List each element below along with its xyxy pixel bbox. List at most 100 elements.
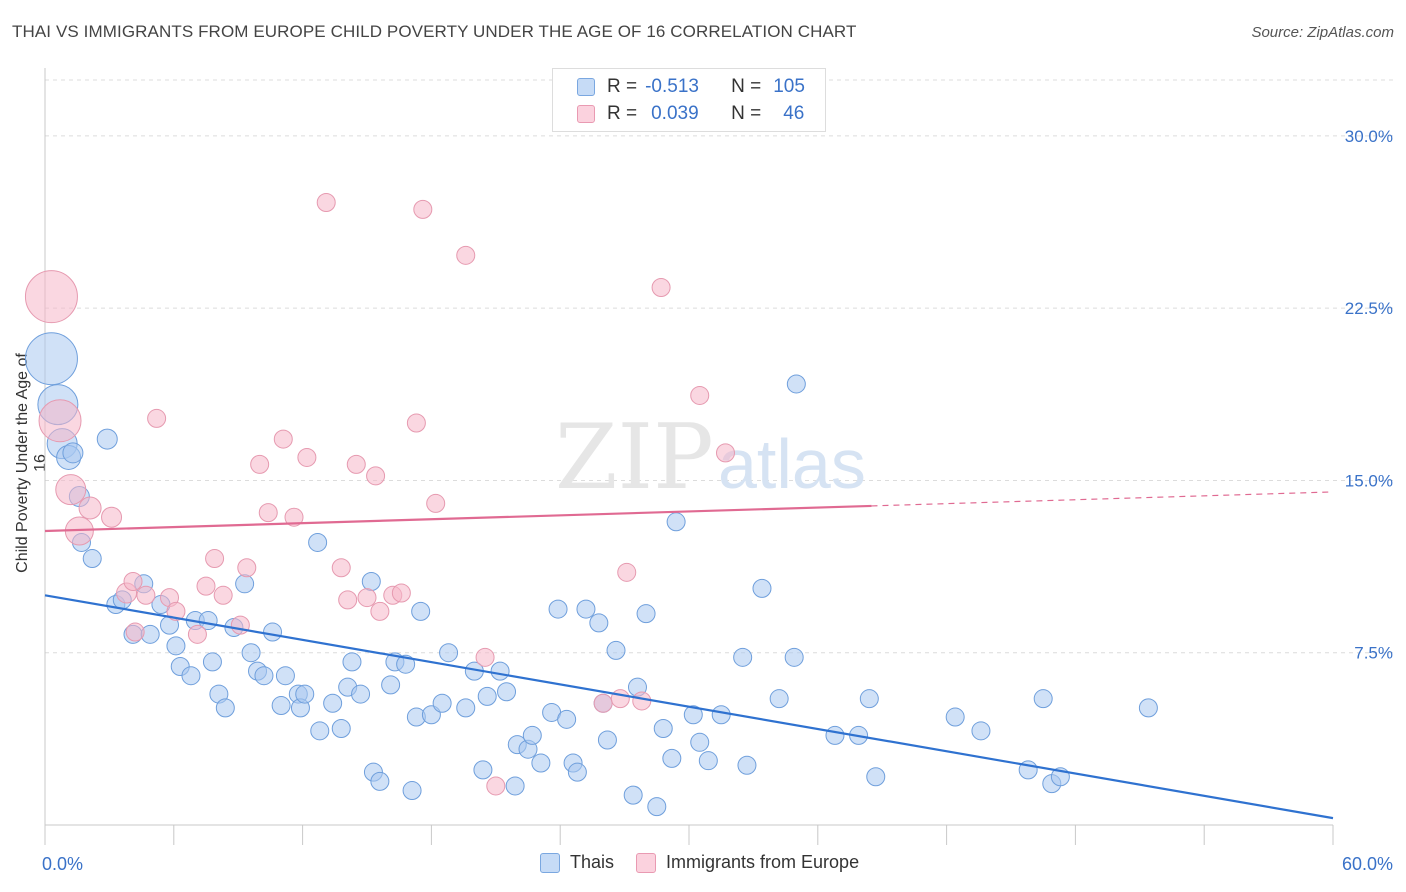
- thais-point: [653, 719, 673, 739]
- thais-point: [295, 684, 315, 704]
- thais-swatch: [577, 78, 595, 96]
- thais-r-value: -0.513: [645, 76, 699, 97]
- europe-point: [250, 454, 270, 474]
- thais-point: [505, 776, 525, 796]
- thais-point: [456, 698, 476, 718]
- europe-point: [125, 622, 145, 642]
- europe-point: [486, 776, 506, 796]
- r-label: R =: [607, 76, 638, 97]
- thais-point: [662, 748, 682, 768]
- thais-point: [737, 755, 757, 775]
- europe-point: [284, 507, 304, 527]
- europe-point: [331, 558, 351, 578]
- thais-point: [166, 636, 186, 656]
- y-tick-label: 22.5%: [1345, 299, 1393, 318]
- europe-point: [690, 385, 710, 405]
- thais-point: [331, 719, 351, 739]
- europe-point: [413, 199, 433, 219]
- legend-swatch-thais: [540, 852, 560, 873]
- europe-point: [357, 588, 377, 608]
- thais-point: [96, 428, 118, 450]
- europe-point: [715, 443, 735, 463]
- europe-point: [78, 496, 102, 520]
- thais-point: [24, 332, 78, 386]
- thais-point: [271, 696, 291, 716]
- thais-point: [241, 643, 261, 663]
- europe-point: [258, 503, 278, 523]
- europe-point: [101, 506, 123, 528]
- europe-point: [187, 624, 207, 644]
- europe-point: [593, 693, 613, 713]
- europe-point: [273, 429, 293, 449]
- europe-point: [55, 474, 87, 506]
- thais-point: [235, 574, 255, 594]
- stats-box: R = -0.513 N = 105 R = 0.039 N = 46: [552, 68, 826, 132]
- thais-point: [636, 604, 656, 624]
- watermark-zip: ZIP: [555, 405, 714, 510]
- thais-point: [690, 732, 710, 752]
- thais-point: [82, 549, 102, 569]
- thais-point: [181, 666, 201, 686]
- europe-point: [24, 270, 78, 324]
- europe-point: [38, 399, 82, 443]
- x-tick-label-min: 0.0%: [42, 854, 83, 874]
- thais-point: [310, 721, 330, 741]
- thais-point: [1033, 689, 1053, 709]
- thais-point: [323, 693, 343, 713]
- thais-point: [825, 725, 845, 745]
- europe-r-value: 0.039: [651, 103, 699, 124]
- thais-point: [439, 643, 459, 663]
- europe-point: [196, 576, 216, 596]
- europe-point: [166, 601, 186, 621]
- thais-point: [698, 751, 718, 771]
- europe-point: [406, 413, 426, 433]
- europe-point: [346, 454, 366, 474]
- thais-point: [370, 771, 390, 791]
- y-tick-label: 30.0%: [1345, 127, 1393, 146]
- europe-point: [456, 245, 476, 265]
- watermark-atlas: atlas: [718, 425, 866, 503]
- thais-point: [548, 599, 568, 619]
- europe-point: [426, 493, 446, 513]
- thais-point: [308, 532, 328, 552]
- thais-point: [342, 652, 362, 672]
- thais-point: [215, 698, 235, 718]
- europe-point: [136, 585, 156, 605]
- thais-point: [786, 374, 806, 394]
- y-tick-label: 7.5%: [1354, 644, 1393, 663]
- europe-point: [297, 447, 317, 467]
- thais-point: [733, 647, 753, 667]
- thais-point: [945, 707, 965, 727]
- y-tick-label: 15.0%: [1345, 471, 1393, 490]
- thais-point: [497, 682, 517, 702]
- europe-point: [338, 590, 358, 610]
- thais-point: [567, 762, 587, 782]
- x-tick-label-max: 60.0%: [1342, 854, 1393, 874]
- thais-point: [531, 753, 551, 773]
- legend-label-europe: Immigrants from Europe: [666, 852, 860, 872]
- thais-point: [606, 640, 626, 660]
- thais-point: [361, 572, 381, 592]
- legend-item-thais: Thais: [540, 852, 614, 873]
- thais-point: [711, 705, 731, 725]
- thais-point: [859, 689, 879, 709]
- thais-point: [402, 781, 422, 801]
- thais-point: [473, 760, 493, 780]
- thais-point: [597, 730, 617, 750]
- europe-point: [617, 562, 637, 582]
- europe-point: [123, 572, 143, 592]
- europe-trend-line: [44, 504, 872, 533]
- legend-label-thais: Thais: [570, 852, 615, 872]
- europe-swatch: [577, 105, 595, 123]
- thais-point: [752, 578, 772, 598]
- thais-point: [263, 622, 283, 642]
- thais-point: [623, 785, 643, 805]
- thais-point: [647, 797, 667, 817]
- europe-point: [237, 558, 257, 578]
- thais-point: [666, 512, 686, 532]
- chart-legend: Thais Immigrants from Europe: [540, 852, 881, 873]
- thais-point: [576, 599, 596, 619]
- thais-point: [522, 725, 542, 745]
- thais-point: [275, 666, 295, 686]
- thais-point: [769, 689, 789, 709]
